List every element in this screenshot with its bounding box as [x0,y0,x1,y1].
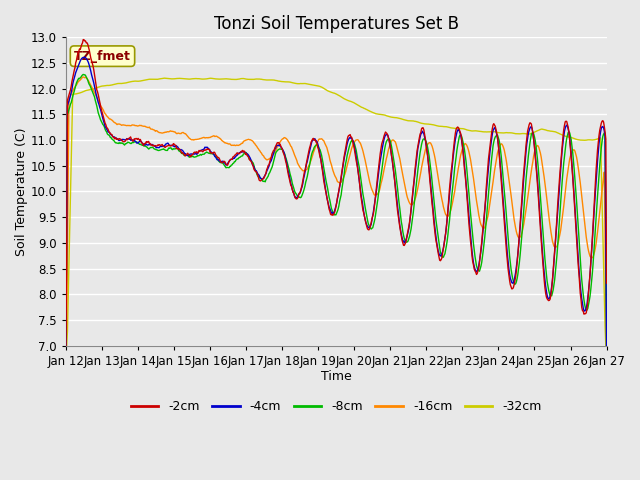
Legend: -2cm, -4cm, -8cm, -16cm, -32cm: -2cm, -4cm, -8cm, -16cm, -32cm [126,395,547,418]
X-axis label: Time: Time [321,371,351,384]
Text: TZ_fmet: TZ_fmet [74,49,131,63]
Title: Tonzi Soil Temperatures Set B: Tonzi Soil Temperatures Set B [214,15,459,33]
Y-axis label: Soil Temperature (C): Soil Temperature (C) [15,127,28,256]
